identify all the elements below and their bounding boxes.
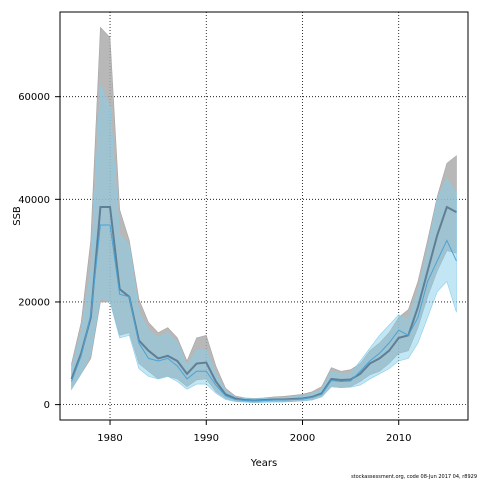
y-tick-label-0: 0 <box>44 400 50 411</box>
x-tick-label-2010: 2010 <box>386 433 411 444</box>
source-caption: stockassessment.org, code 08-Jun 2017 04… <box>351 474 477 480</box>
y-tick-label-40000: 40000 <box>18 195 50 206</box>
confidence-bands <box>71 26 457 403</box>
y-tick-label-60000: 60000 <box>18 92 50 103</box>
x-tick-label-1980: 1980 <box>97 433 122 444</box>
axis-ticks: 1980 1990 2000 2010 0 20000 40000 60000 <box>18 92 411 444</box>
series-line-2 <box>71 224 457 402</box>
series-lines <box>70 205 457 402</box>
y-tick-label-20000: 20000 <box>18 297 50 308</box>
y-axis-label: SSB <box>12 206 23 226</box>
x-tick-label-2000: 2000 <box>290 433 315 444</box>
x-axis-label: Years <box>250 458 277 469</box>
x-tick-label-1990: 1990 <box>194 433 219 444</box>
confidence-band-2 <box>71 86 457 403</box>
plot-frame <box>59 11 469 421</box>
